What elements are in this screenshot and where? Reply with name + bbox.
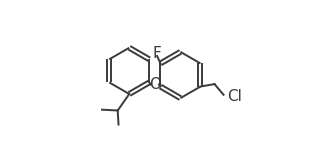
Text: F: F xyxy=(152,46,161,61)
Text: O: O xyxy=(149,77,161,92)
Text: Cl: Cl xyxy=(227,89,242,104)
